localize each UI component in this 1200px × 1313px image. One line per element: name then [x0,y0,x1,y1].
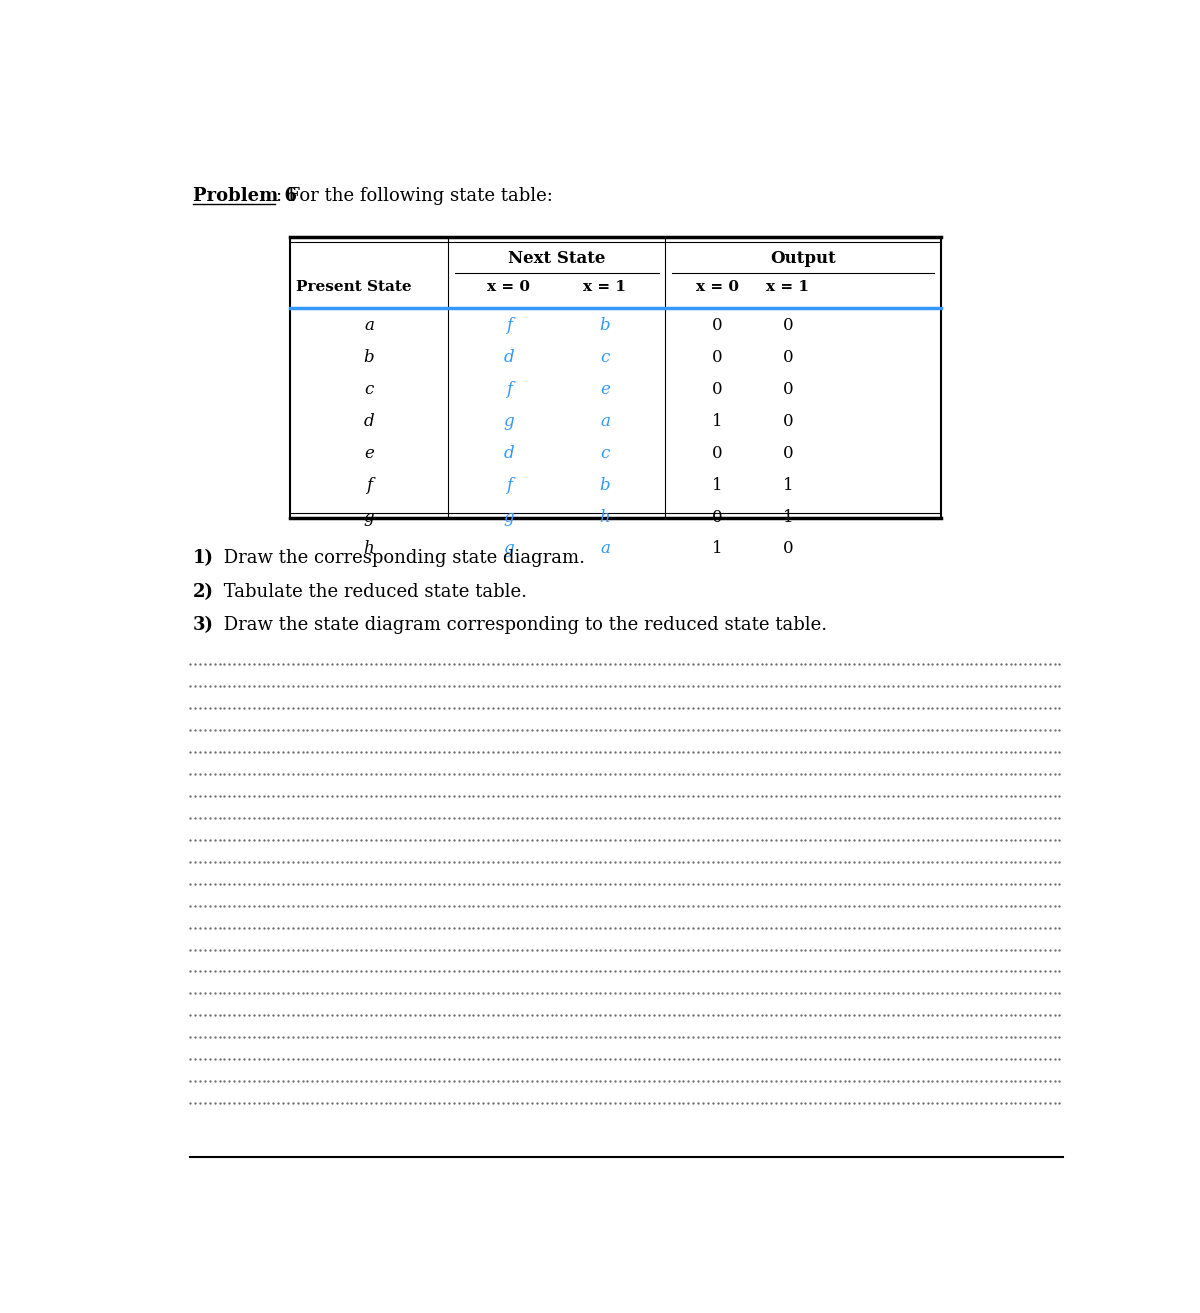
Text: 0: 0 [782,349,793,366]
Text: f: f [505,316,512,334]
Text: 2): 2) [193,583,214,600]
Text: c: c [600,445,610,462]
Text: f: f [505,477,512,494]
Text: d: d [504,349,514,366]
Text: d: d [504,445,514,462]
Text: : For the following state table:: : For the following state table: [276,186,553,205]
Text: 0: 0 [782,316,793,334]
Text: b: b [600,477,611,494]
Text: 1: 1 [712,412,722,429]
Text: Next State: Next State [508,249,606,267]
Text: a: a [600,541,610,558]
Text: 0: 0 [712,381,722,398]
Text: Present State: Present State [295,280,412,294]
Text: c: c [600,349,610,366]
Text: Tabulate the reduced state table.: Tabulate the reduced state table. [218,583,527,600]
Text: Problem 6: Problem 6 [193,186,296,205]
Text: b: b [364,349,374,366]
Text: 1: 1 [712,477,722,494]
Text: 0: 0 [712,316,722,334]
Text: 0: 0 [712,349,722,366]
Text: c: c [365,381,373,398]
Text: g: g [364,508,374,525]
Text: h: h [600,508,611,525]
Text: a: a [364,316,374,334]
Text: 0: 0 [782,412,793,429]
Text: 1: 1 [712,541,722,558]
Text: b: b [600,316,611,334]
Text: 3): 3) [193,617,214,634]
Text: a: a [600,412,610,429]
Text: h: h [364,541,374,558]
Text: f: f [505,381,512,398]
Text: g: g [504,541,514,558]
Text: x = 0: x = 0 [696,280,739,294]
Text: 0: 0 [782,541,793,558]
Text: d: d [364,412,374,429]
Text: 1): 1) [193,549,214,567]
Text: 0: 0 [712,508,722,525]
Text: 1: 1 [782,508,793,525]
Text: Draw the corresponding state diagram.: Draw the corresponding state diagram. [218,549,586,567]
Text: g: g [504,412,514,429]
Text: Output: Output [770,249,836,267]
Text: g: g [504,508,514,525]
Text: e: e [364,445,374,462]
Text: x = 1: x = 1 [583,280,626,294]
Text: 1: 1 [782,477,793,494]
Text: f: f [366,477,372,494]
Text: 0: 0 [782,445,793,462]
Text: 0: 0 [712,445,722,462]
Text: x = 0: x = 0 [487,280,530,294]
Text: x = 1: x = 1 [767,280,809,294]
Text: e: e [600,381,610,398]
Text: 0: 0 [782,381,793,398]
Text: Draw the state diagram corresponding to the reduced state table.: Draw the state diagram corresponding to … [218,617,827,634]
